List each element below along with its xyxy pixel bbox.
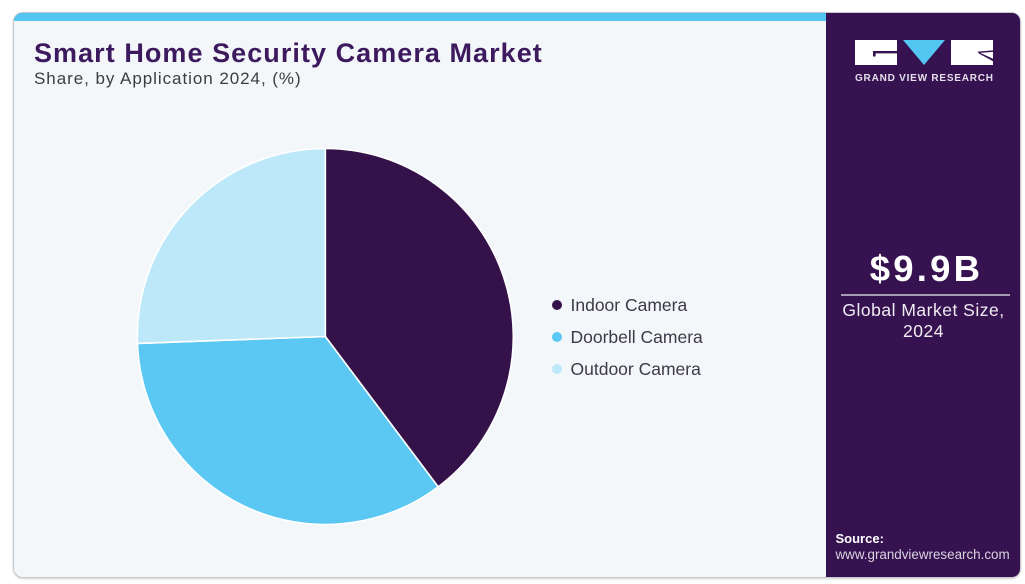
- svg-text:GRAND VIEW RESEARCH: GRAND VIEW RESEARCH: [855, 73, 993, 84]
